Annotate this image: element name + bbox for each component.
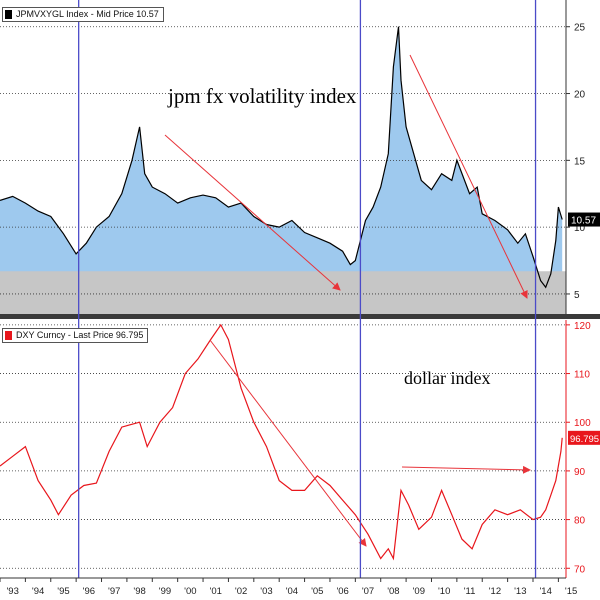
dollar-y-tick-label: 110 — [574, 370, 590, 381]
volatility-last-value: 10.57 — [571, 216, 596, 227]
x-axis-tick-label: '01 — [210, 586, 222, 597]
x-axis-tick-label: '03 — [260, 586, 272, 597]
x-axis-tick-label: '98 — [133, 586, 145, 597]
panel-separator — [0, 314, 600, 319]
x-axis-tick-label: '05 — [311, 586, 323, 597]
dollar-y-tick-label: 120 — [574, 321, 591, 332]
volatility-y-tick-label: 5 — [574, 290, 580, 301]
dollar-trend-arrow — [209, 339, 367, 547]
x-axis-tick-label: '93 — [6, 586, 18, 597]
volatility-y-tick-label: 25 — [574, 23, 586, 34]
x-axis-tick-label: '06 — [336, 586, 348, 597]
x-axis-tick-label: '00 — [184, 586, 196, 597]
legend-bottom-swatch — [5, 331, 12, 340]
volatility-trend-arrow — [164, 134, 341, 291]
x-axis-tick-label: '11 — [464, 586, 476, 597]
legend-bottom-label: DXY Curncy - Last Price 96.795 — [16, 330, 144, 340]
x-axis-tick-label: '08 — [387, 586, 399, 597]
dollar-annotation: dollar index — [404, 368, 491, 388]
x-axis-tick-label: '15 — [565, 586, 577, 597]
x-axis-tick-label: '14 — [539, 586, 551, 597]
dollar-y-tick-label: 70 — [574, 564, 586, 575]
volatility-last-badge — [568, 212, 600, 227]
x-axis-tick-label: '95 — [57, 586, 69, 597]
volatility-y-tick-label: 15 — [574, 156, 586, 167]
legend-top-swatch — [5, 10, 12, 19]
dollar-y-tick-label: 90 — [574, 467, 586, 478]
dollar-last-badge — [568, 430, 600, 445]
x-axis-tick-label: '04 — [286, 586, 298, 597]
volatility-area — [0, 26, 563, 314]
volatility-floor-band — [0, 271, 566, 314]
x-axis-tick-label: '02 — [235, 586, 247, 597]
volatility-y-tick-label: 10 — [574, 223, 586, 234]
x-axis-tick-label: '10 — [438, 586, 450, 597]
volatility-series-line — [0, 26, 563, 289]
x-axis-tick-label: '99 — [159, 586, 171, 597]
x-axis-tick-label: '96 — [83, 586, 95, 597]
volatility-annotation: jpm fx volatility index — [168, 84, 357, 108]
legend-bottom: DXY Curncy - Last Price 96.795 — [2, 328, 149, 343]
legend-top: JPMVXYGL Index - Mid Price 10.57 — [2, 7, 164, 22]
dollar-y-tick-label: 100 — [574, 418, 591, 429]
x-axis-tick-label: '07 — [362, 586, 374, 597]
dollar-trend-arrow — [401, 465, 531, 474]
x-axis-tick-label: '94 — [32, 586, 44, 597]
volatility-y-tick-label: 20 — [574, 90, 586, 101]
volatility-trend-arrow — [409, 54, 528, 299]
x-axis-tick-label: '13 — [514, 586, 526, 597]
x-axis-tick-label: '12 — [489, 586, 501, 597]
dollar-series-line — [0, 323, 563, 561]
x-axis-tick-label: '97 — [108, 586, 120, 597]
x-axis-tick-label: '09 — [413, 586, 425, 597]
dollar-y-tick-label: 80 — [574, 516, 586, 527]
dollar-last-value: 96.795 — [570, 434, 599, 445]
legend-top-label: JPMVXYGL Index - Mid Price 10.57 — [16, 9, 159, 19]
